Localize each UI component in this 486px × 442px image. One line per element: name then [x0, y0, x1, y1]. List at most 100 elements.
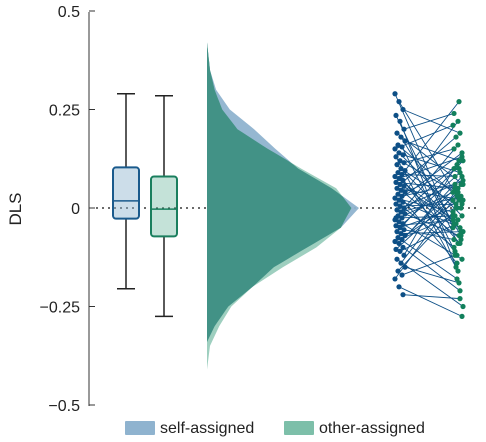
point-other-assigned — [458, 229, 464, 235]
point-self-assigned — [392, 173, 398, 180]
point-self-assigned — [401, 126, 407, 132]
point-self-assigned — [400, 199, 406, 205]
point-other-assigned — [457, 288, 463, 294]
point-self-assigned — [400, 177, 406, 184]
point-self-assigned — [396, 150, 402, 156]
point-other-assigned — [455, 268, 461, 274]
point-self-assigned — [394, 130, 400, 136]
legend-swatch-other — [284, 421, 314, 435]
point-self-assigned — [400, 221, 406, 227]
plot-area — [96, 42, 478, 370]
pair-line — [401, 254, 456, 276]
point-self-assigned — [396, 175, 402, 182]
pair-line — [402, 154, 461, 173]
point-other-assigned — [459, 201, 465, 207]
point-other-assigned — [451, 236, 457, 243]
boxplot-other-assigned — [150, 94, 178, 318]
pair-line — [401, 215, 456, 219]
pair-line — [400, 184, 462, 264]
point-other-assigned — [458, 193, 464, 199]
y-tick-label: 0 — [71, 201, 80, 218]
point-other-assigned — [455, 189, 461, 195]
point-other-assigned — [459, 256, 465, 262]
points-self-assigned — [392, 91, 408, 298]
point-self-assigned — [400, 152, 406, 158]
point-self-assigned — [398, 231, 404, 237]
point-self-assigned — [402, 264, 408, 270]
pair-line — [397, 207, 458, 272]
point-other-assigned — [457, 169, 463, 176]
box-iqr — [112, 166, 140, 220]
point-other-assigned — [456, 232, 462, 239]
point-other-assigned — [450, 225, 456, 231]
pair-line — [402, 294, 461, 300]
point-other-assigned — [455, 142, 461, 148]
point-other-assigned — [450, 189, 456, 195]
density-overlap — [207, 42, 352, 370]
y-tick-label: 0.25 — [49, 103, 80, 120]
point-other-assigned — [451, 146, 457, 152]
point-other-assigned — [452, 181, 458, 187]
pair-line — [400, 231, 462, 235]
point-other-assigned — [451, 166, 457, 172]
point-other-assigned — [453, 201, 459, 207]
pair-lines — [394, 93, 464, 317]
point-self-assigned — [396, 99, 402, 105]
point-self-assigned — [399, 236, 405, 243]
legend-label-self: self-assigned — [160, 420, 254, 437]
point-other-assigned — [457, 240, 463, 247]
y-tick-label: −0.25 — [40, 300, 81, 317]
pair-line — [395, 219, 459, 227]
pair-line — [403, 113, 455, 130]
point-other-assigned — [458, 181, 464, 187]
point-self-assigned — [398, 134, 404, 140]
legend-swatch-self — [125, 421, 155, 435]
point-self-assigned — [399, 144, 405, 150]
pair-line — [403, 229, 455, 240]
point-self-assigned — [402, 232, 408, 239]
point-other-assigned — [452, 252, 458, 258]
box-iqr — [150, 175, 178, 238]
point-self-assigned — [392, 195, 398, 201]
point-other-assigned — [451, 244, 457, 250]
point-other-assigned — [457, 296, 463, 302]
pair-line — [395, 144, 459, 219]
point-self-assigned — [397, 158, 403, 164]
point-other-assigned — [460, 177, 466, 184]
pair-line — [404, 101, 460, 171]
point-self-assigned — [396, 197, 402, 203]
point-other-assigned — [460, 197, 466, 203]
point-other-assigned — [460, 303, 466, 310]
point-self-assigned — [395, 268, 401, 274]
point-other-assigned — [458, 236, 464, 243]
point-self-assigned — [394, 207, 400, 213]
point-self-assigned — [395, 142, 401, 148]
point-other-assigned — [454, 162, 460, 168]
point-self-assigned — [396, 240, 402, 247]
point-other-assigned — [455, 217, 461, 223]
pair-line — [396, 258, 464, 307]
y-ticks: −0.5 −0.25 0 0.25 0.5 — [40, 4, 95, 415]
point-self-assigned — [397, 118, 403, 124]
point-self-assigned — [394, 229, 400, 235]
point-other-assigned — [459, 154, 465, 160]
point-self-assigned — [395, 169, 401, 176]
point-self-assigned — [402, 189, 408, 195]
pair-line — [397, 164, 458, 217]
point-self-assigned — [394, 185, 400, 191]
point-other-assigned — [457, 130, 463, 136]
point-self-assigned — [393, 215, 399, 221]
point-self-assigned — [400, 244, 406, 250]
pair-line — [404, 266, 460, 284]
point-other-assigned — [453, 134, 459, 140]
point-other-assigned — [450, 217, 456, 223]
point-other-assigned — [455, 118, 461, 124]
point-other-assigned — [459, 213, 465, 219]
point-self-assigned — [395, 234, 401, 241]
point-self-assigned — [398, 260, 404, 266]
point-self-assigned — [392, 276, 398, 282]
point-self-assigned — [399, 171, 405, 178]
legend-label-other: other-assigned — [319, 420, 425, 437]
point-other-assigned — [456, 166, 462, 172]
point-other-assigned — [450, 197, 456, 203]
